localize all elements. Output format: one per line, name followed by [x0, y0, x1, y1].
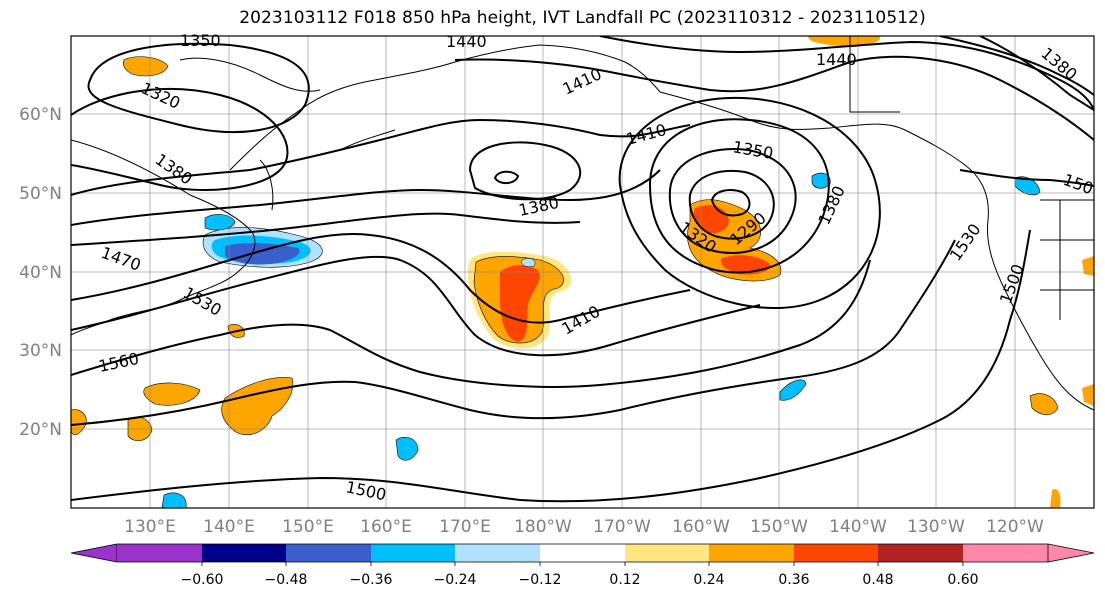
colorbar-tick: −0.36 [350, 572, 393, 588]
negative-anomaly-region [395, 437, 419, 461]
contour-label: 1380 [152, 150, 196, 189]
contour-label: 1380 [1037, 44, 1080, 85]
lat-label: 60°N [19, 105, 62, 125]
colorbar-segment [709, 544, 794, 562]
positive-anomaly-region [720, 255, 771, 275]
contour-label: 1500 [996, 262, 1028, 307]
positive-anomaly-region [1082, 384, 1094, 406]
positive-anomaly-region [808, 36, 881, 47]
lon-label: 140°W [829, 517, 887, 537]
negative-anomaly-region [1014, 176, 1041, 196]
negative-anomaly-region [225, 242, 300, 265]
colorbar-extend-low [70, 543, 118, 563]
coastlines [71, 36, 1094, 411]
contour-label: 1320 [138, 78, 183, 112]
positive-anomaly-region [221, 377, 294, 436]
lon-label: 170°E [439, 517, 491, 537]
ivt-shading [71, 36, 1094, 508]
positive-anomaly-region [71, 409, 87, 436]
contour-label: 1530 [180, 283, 225, 320]
map-title: 2023103112 F018 850 hPa height, IVT Land… [239, 8, 926, 28]
positive-anomaly-region [1050, 488, 1061, 508]
lon-label: 160°W [672, 517, 730, 537]
positive-anomaly-region [122, 56, 169, 77]
lon-label: 150°W [750, 517, 808, 537]
map-frame [70, 35, 1095, 509]
colorbar-segment [202, 544, 286, 562]
colorbar-segment [625, 544, 709, 562]
contour-label: 1410 [624, 120, 668, 149]
contour-label: 1470 [99, 243, 144, 275]
lat-label: 50°N [19, 184, 62, 204]
colorbar-tick: −0.60 [181, 572, 224, 588]
negative-anomaly-region [521, 258, 536, 267]
colorbar-segment [455, 544, 540, 562]
contour-label: 1560 [97, 349, 141, 376]
lon-label: 130°E [124, 517, 176, 537]
colorbar-segment [963, 544, 1048, 562]
colorbar-tick: 0.12 [609, 572, 640, 588]
lon-label: 160°E [360, 517, 412, 537]
lon-label: 140°E [203, 517, 255, 537]
colorbar-segment [878, 544, 963, 562]
colorbar-segment [794, 544, 878, 562]
colorbar-segment [286, 544, 371, 562]
colorbar-tick: −0.24 [434, 572, 477, 588]
gridlines [71, 36, 1094, 508]
latitude-labels: 60°N 50°N 40°N 30°N 20°N [19, 105, 62, 440]
colorbar-extend-high [1047, 543, 1095, 563]
positive-anomaly-region [143, 382, 201, 406]
contour-label: 1440 [816, 50, 857, 69]
colorbar-tick: 0.60 [947, 572, 978, 588]
contour-label: 1410 [559, 302, 604, 339]
colorbar-tick: 0.36 [778, 572, 809, 588]
negative-anomaly-region [811, 172, 831, 189]
colorbar-segment [540, 544, 625, 562]
contour-label: 1410 [560, 64, 605, 98]
longitude-labels: 130°E 140°E 150°E 160°E 170°E 180°W 170°… [124, 517, 1044, 537]
lat-label: 40°N [19, 263, 62, 283]
colorbar-tick: 0.24 [693, 572, 724, 588]
colorbar-segment [117, 544, 202, 562]
contour-label: 150 [1061, 170, 1096, 198]
contour-label: 1440 [446, 32, 487, 51]
lat-label: 20°N [19, 420, 62, 440]
height-contours [71, 36, 1094, 503]
lon-label: 130°W [907, 517, 965, 537]
contour-label: 1530 [946, 220, 985, 264]
colorbar-segment [371, 544, 455, 562]
contour-label: 1350 [731, 137, 774, 163]
colorbar-tick: −0.12 [519, 572, 562, 588]
negative-anomaly-region [204, 214, 236, 231]
positive-anomaly-region [500, 265, 540, 342]
lat-label: 30°N [19, 341, 62, 361]
lon-label: 120°W [986, 517, 1044, 537]
lon-label: 180°W [514, 517, 572, 537]
colorbar-tick: 0.48 [862, 572, 893, 588]
positive-anomaly-region [1082, 256, 1094, 276]
colorbar-tick: −0.48 [265, 572, 308, 588]
contour-label: 1350 [180, 31, 221, 50]
positive-anomaly-region [1029, 393, 1059, 416]
negative-anomaly-region [161, 492, 187, 508]
contour-label: 1380 [814, 183, 848, 228]
lon-label: 150°E [282, 517, 334, 537]
negative-anomaly-region [779, 379, 807, 401]
lon-label: 170°W [593, 517, 651, 537]
colorbar: −0.60 −0.48 −0.36 −0.24 −0.12 0.12 0.24 … [70, 543, 1095, 588]
